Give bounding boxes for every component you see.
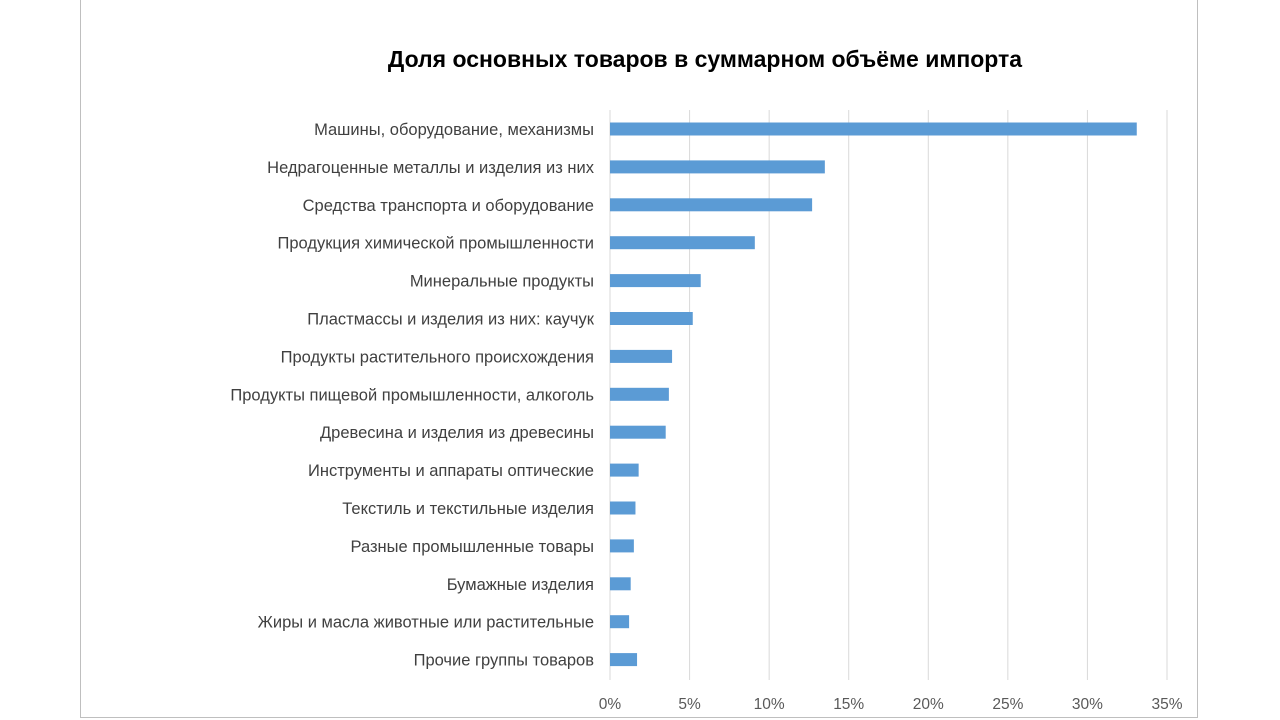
chart-title: Доля основных товаров в суммарном объёме…: [387, 46, 1023, 72]
category-label: Древесина и изделия из древесины: [320, 424, 594, 442]
bar: [610, 653, 638, 667]
category-labels: Машины, оборудование, механизмы Недрагоце…: [230, 121, 594, 670]
bar-layer: [610, 122, 1137, 667]
bar: [610, 349, 673, 363]
category-label: Прочие группы товаров: [414, 652, 595, 670]
category-label: Минеральные продукты: [410, 273, 594, 291]
category-label: Бумажные изделия: [447, 576, 594, 594]
bar: [610, 463, 639, 477]
bar: [610, 312, 693, 325]
category-label: Пластмассы и изделия из них: каучук: [307, 311, 595, 329]
category-label: Разные промышленные товары: [351, 538, 594, 556]
x-tick-label: 20%: [913, 696, 944, 713]
x-tick-label: 10%: [754, 696, 785, 713]
bar: [610, 387, 669, 401]
bar: [610, 122, 1137, 136]
category-label: Средства транспорта и оборудование: [303, 197, 594, 215]
x-tick-label: 0%: [599, 696, 622, 713]
category-label: Жиры и масла животные или растительные: [258, 614, 594, 632]
category-label: Текстиль и текстильные изделия: [342, 500, 594, 518]
x-tick-label: 25%: [992, 696, 1023, 713]
x-tick-label: 35%: [1151, 696, 1182, 713]
bar: [610, 236, 755, 250]
bar: [610, 577, 631, 591]
grid-layer: [609, 110, 1168, 680]
bar: [610, 160, 825, 174]
bar: [610, 615, 630, 629]
category-label: Продукты пищевой промышленности, алкогол…: [230, 386, 594, 404]
x-tick-label: 5%: [678, 696, 701, 713]
bar: [610, 198, 813, 212]
x-tick-labels: 0% 5% 10% 15% 20% 25% 30% 35%: [599, 696, 1183, 713]
bar: [610, 539, 634, 553]
x-tick-label: 30%: [1072, 696, 1103, 713]
category-label: Инструменты и аппараты оптические: [308, 462, 594, 480]
category-label: Продукты растительного происхождения: [281, 348, 594, 366]
category-label: Продукция химической промышленности: [277, 235, 594, 253]
bar: [610, 501, 636, 515]
category-label: Недрагоценные металлы и изделия из них: [267, 159, 595, 177]
x-tick-label: 15%: [833, 696, 864, 713]
category-label: Машины, оборудование, механизмы: [314, 121, 594, 139]
bar: [610, 274, 701, 288]
bar: [610, 425, 666, 439]
